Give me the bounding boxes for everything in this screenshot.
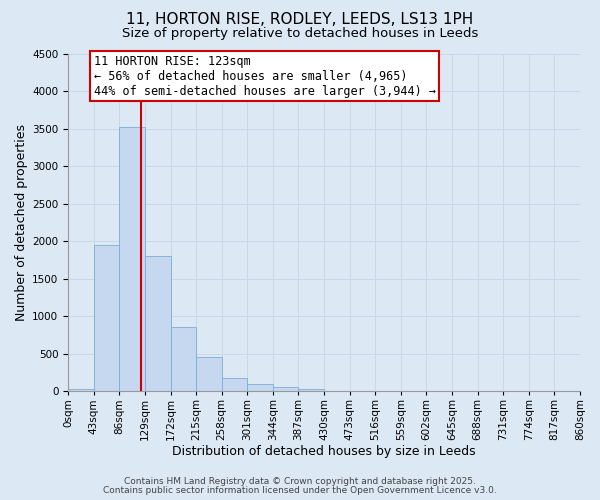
Bar	[94, 245, 119, 392]
X-axis label: Distribution of detached houses by size in Leeds: Distribution of detached houses by size …	[172, 444, 476, 458]
Text: 11 HORTON RISE: 123sqm
← 56% of detached houses are smaller (4,965)
44% of semi-: 11 HORTON RISE: 123sqm ← 56% of detached…	[94, 54, 436, 98]
Text: Contains HM Land Registry data © Crown copyright and database right 2025.: Contains HM Land Registry data © Crown c…	[124, 477, 476, 486]
Bar	[298, 389, 324, 392]
Bar	[170, 327, 196, 392]
Text: 11, HORTON RISE, RODLEY, LEEDS, LS13 1PH: 11, HORTON RISE, RODLEY, LEEDS, LS13 1PH	[127, 12, 473, 28]
Text: Contains public sector information licensed under the Open Government Licence v3: Contains public sector information licen…	[103, 486, 497, 495]
Bar	[119, 126, 145, 392]
Bar	[247, 384, 273, 392]
Text: Size of property relative to detached houses in Leeds: Size of property relative to detached ho…	[122, 28, 478, 40]
Bar	[68, 389, 94, 392]
Bar	[273, 387, 298, 392]
Bar	[221, 378, 247, 392]
Bar	[196, 357, 221, 392]
Bar	[145, 256, 170, 392]
Y-axis label: Number of detached properties: Number of detached properties	[15, 124, 28, 321]
